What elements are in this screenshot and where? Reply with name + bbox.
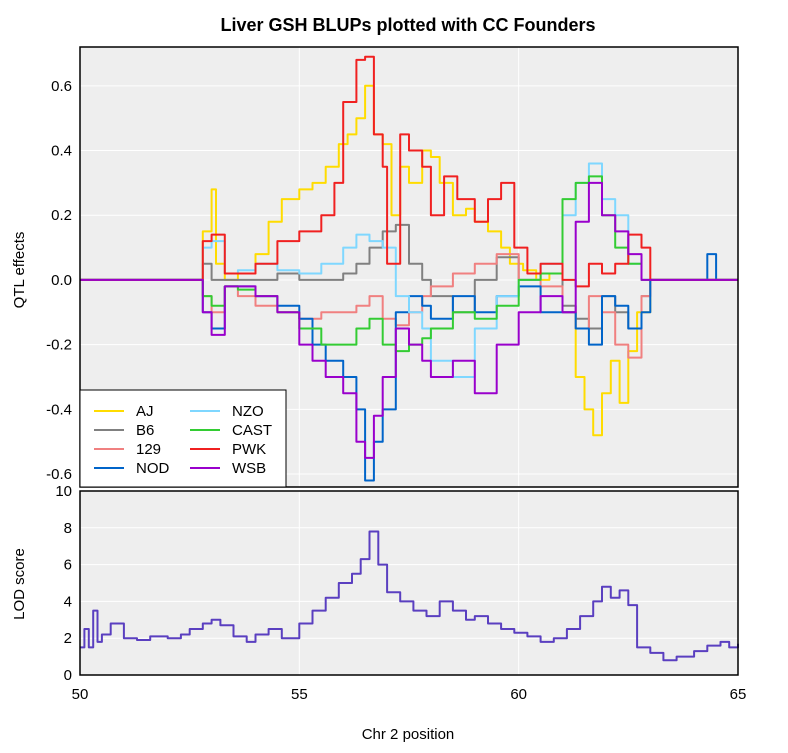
legend-box	[79, 389, 287, 488]
lod-plot-background	[80, 491, 738, 675]
effects-y-tick-label: 0.4	[51, 143, 72, 160]
legend-label-wsb: WSB	[232, 460, 266, 477]
legend-label-pwk: PWK	[232, 441, 266, 458]
effects-y-tick-label: 0.2	[51, 207, 72, 224]
effects-y-axis-label: QTL effects	[11, 232, 28, 309]
effects-plot-frame	[79, 46, 739, 488]
x-tick-label: 65	[730, 686, 747, 703]
effects-y-tick-label: -0.4	[46, 401, 72, 418]
lod-y-tick-label: 10	[55, 483, 72, 500]
x-axis-label: Chr 2 position	[362, 726, 455, 743]
x-tick-label: 55	[291, 686, 308, 703]
lod-panel: 0 2 4 6 8 10 50 55 60 65	[55, 483, 746, 703]
legend-label-b6: B6	[136, 422, 154, 439]
lod-y-tick-label: 8	[64, 520, 72, 537]
series-line-wsb	[80, 181, 738, 459]
effects-y-tick-label: -0.2	[46, 337, 72, 354]
effects-y-tick-label: 0.6	[51, 78, 72, 95]
series-line-pwk	[80, 55, 738, 288]
series-line-aj	[80, 84, 738, 437]
legend-label-cast: CAST	[232, 422, 272, 439]
effects-y-tick-label: -0.6	[46, 466, 72, 483]
x-tick-label: 50	[72, 686, 89, 703]
lod-plot-frame	[79, 490, 739, 676]
lod-y-tick-label: 2	[64, 630, 72, 647]
lod-y-tick-label: 6	[64, 557, 72, 574]
legend-label-nod: NOD	[136, 460, 170, 477]
legend-label-129: 129	[136, 441, 161, 458]
lod-y-tick-label: 0	[64, 667, 72, 684]
lod-y-tick-label: 4	[64, 593, 72, 610]
legend-label-aj: AJ	[136, 403, 154, 420]
x-tick-label: 60	[510, 686, 527, 703]
legend-label-nzo: NZO	[232, 403, 264, 420]
lod-y-axis-label: LOD score	[11, 548, 28, 620]
chart-title: Liver GSH BLUPs plotted with CC Founders	[220, 15, 595, 35]
legend: AJ B6 129 NOD NZO CAST PWK WSB	[79, 389, 287, 488]
effects-y-tick-label: 0.0	[51, 272, 72, 289]
lod-line	[80, 530, 739, 662]
